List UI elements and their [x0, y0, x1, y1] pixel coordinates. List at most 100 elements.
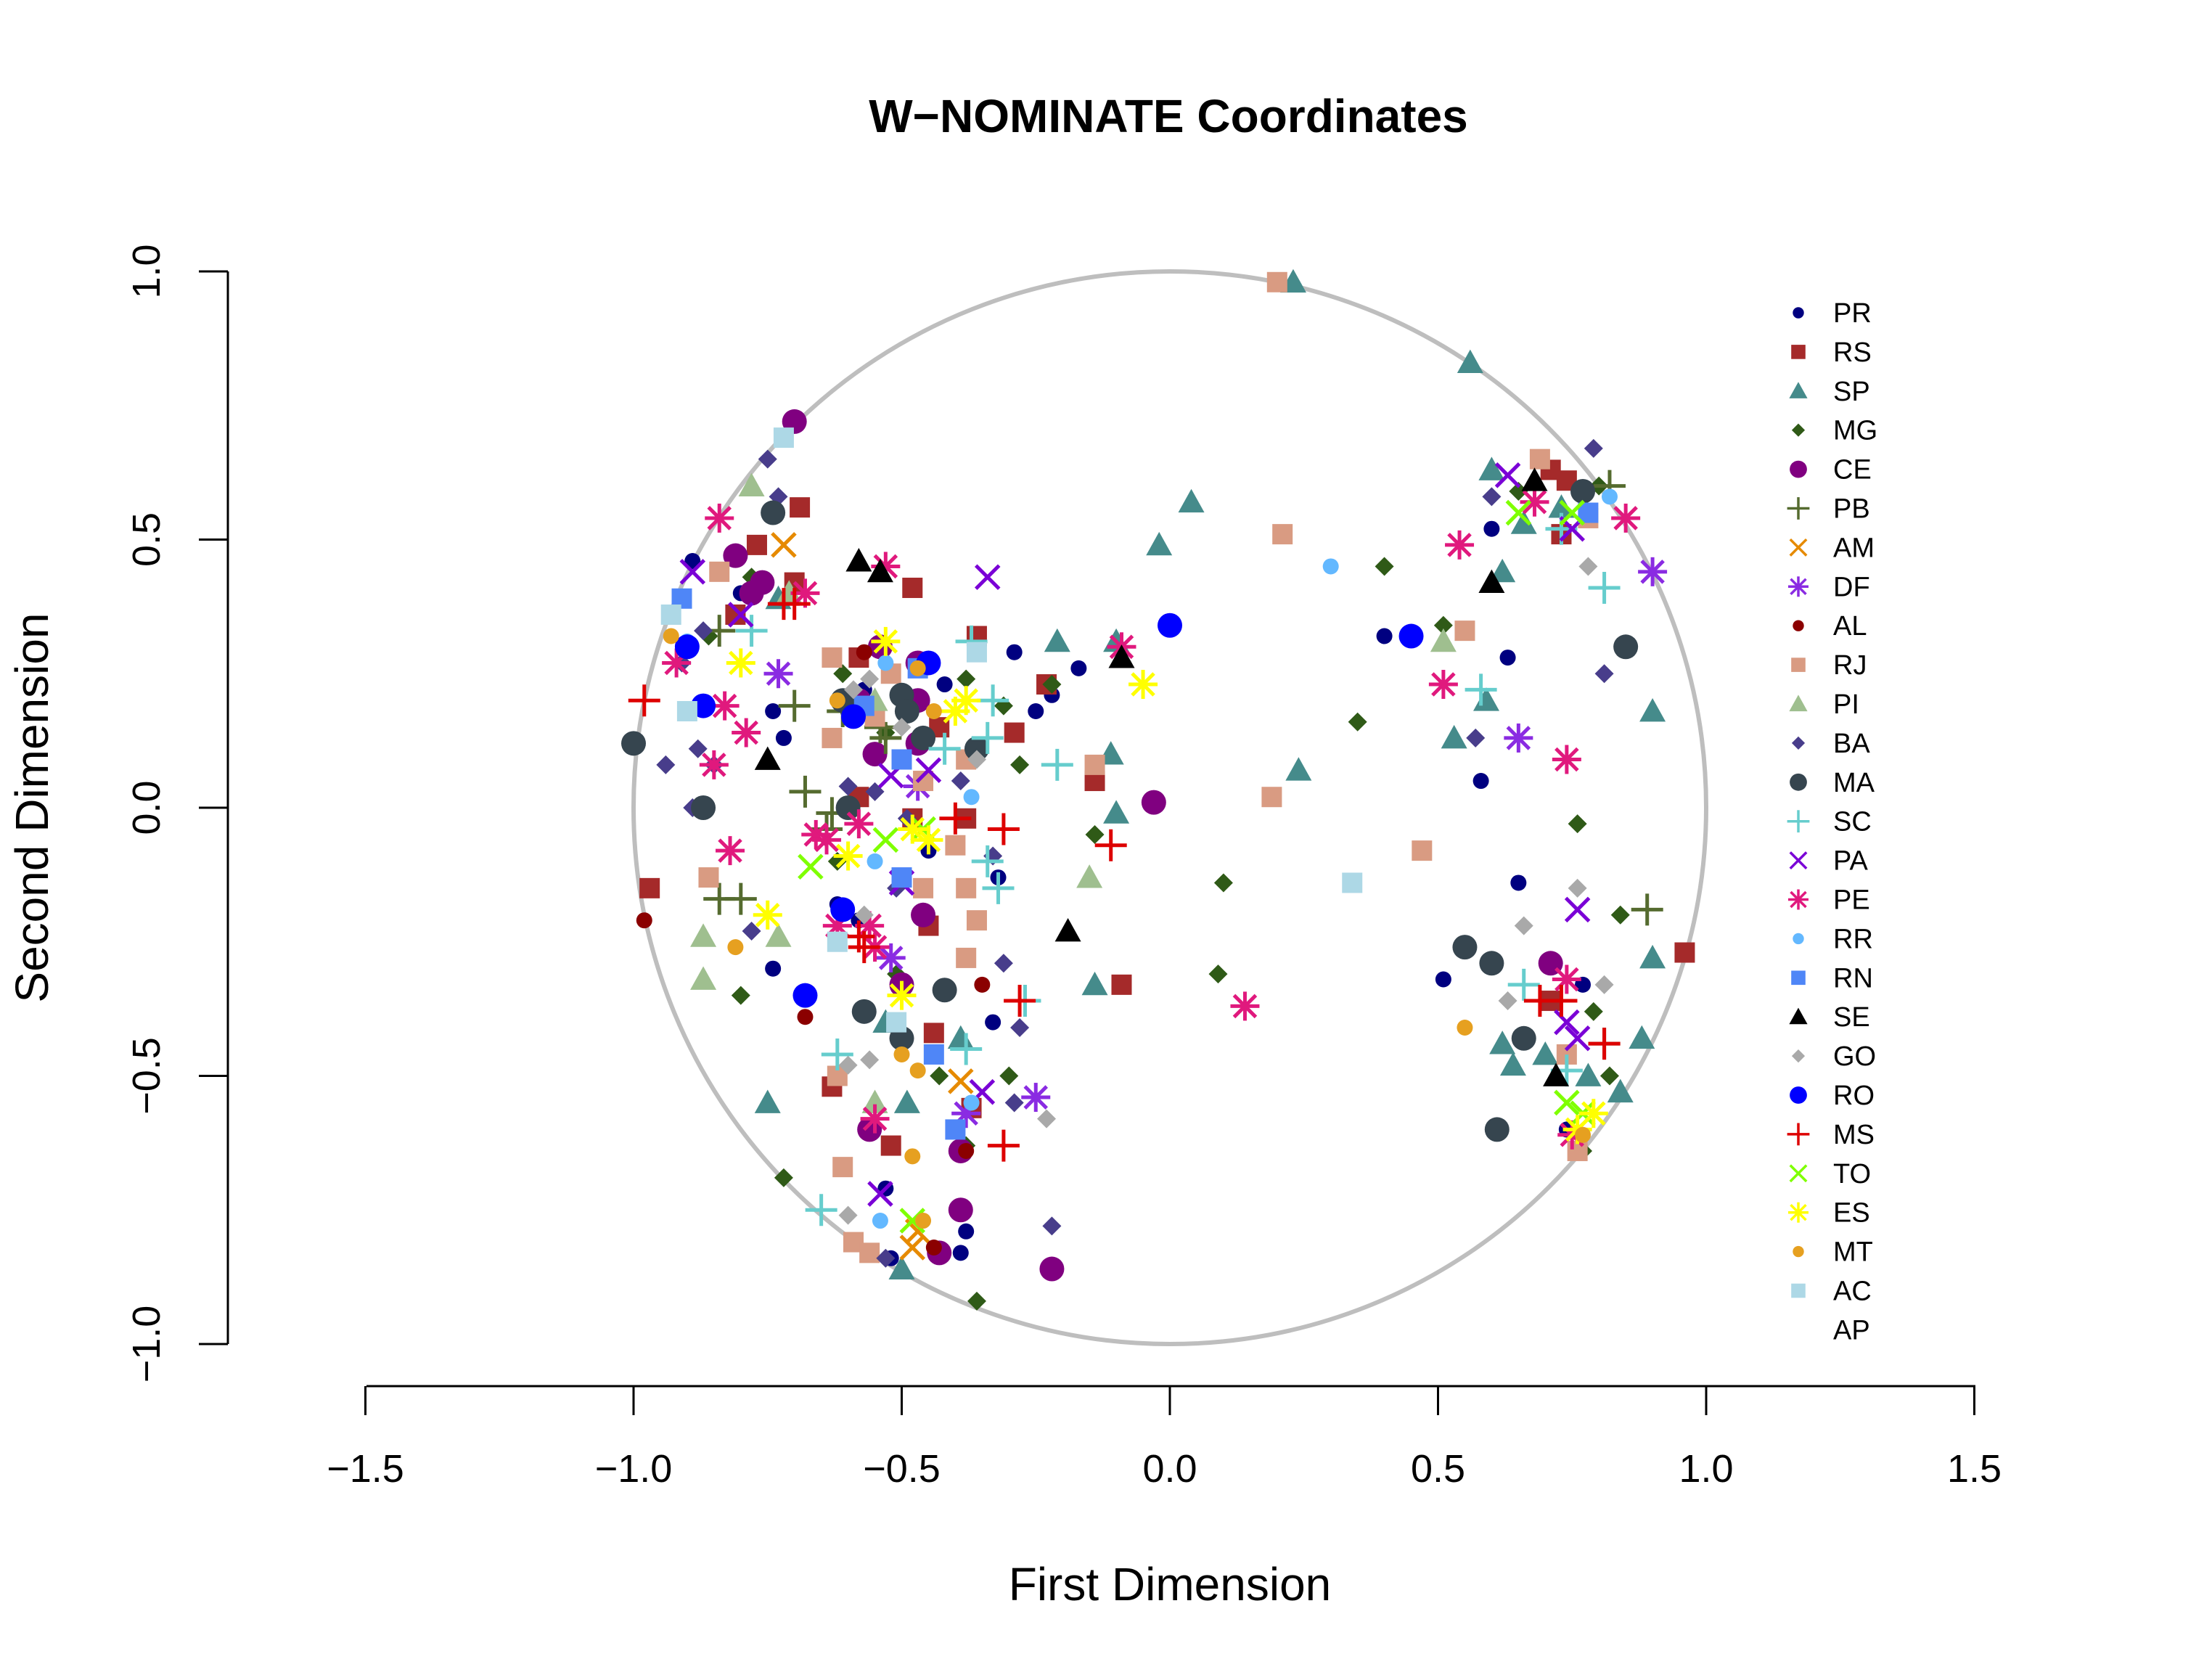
data-point: [1520, 487, 1549, 517]
legend-label: RS: [1833, 337, 1872, 368]
data-point: [1376, 628, 1393, 644]
data-point: [1004, 1093, 1024, 1113]
series-am: [771, 532, 974, 1261]
data-point: [1510, 874, 1527, 891]
data-point: [1081, 971, 1108, 996]
legend-label: MG: [1833, 416, 1877, 446]
data-point: [925, 1239, 942, 1255]
data-point: [977, 684, 1009, 717]
data-point: [856, 644, 872, 660]
legend-item-ms: MS: [1787, 1120, 1875, 1150]
data-point: [628, 684, 660, 717]
data-point: [936, 676, 953, 693]
data-point: [790, 497, 811, 518]
data-point: [945, 1119, 966, 1140]
y-tick-label: −1.0: [125, 1306, 168, 1383]
data-point: [735, 615, 768, 647]
data-point: [1564, 896, 1591, 923]
y-tick-label: 1.0: [125, 244, 168, 298]
x-tick-label: 0.0: [1142, 1447, 1197, 1491]
data-point: [958, 1142, 975, 1159]
data-point: [967, 750, 986, 769]
data-point: [867, 1181, 893, 1207]
data-point: [1510, 510, 1537, 534]
legend-item-al: AL: [1793, 611, 1867, 642]
legend-item-pb: PB: [1787, 494, 1870, 525]
data-point: [914, 825, 943, 855]
legend-marker: [1790, 1086, 1807, 1104]
series-mt: [663, 628, 1592, 1229]
data-point: [1004, 722, 1025, 743]
data-point: [688, 739, 708, 758]
data-point: [869, 721, 902, 754]
legend-marker: [1791, 658, 1806, 672]
data-point: [1568, 814, 1587, 834]
data-point: [958, 1223, 975, 1240]
data-point: [1484, 1117, 1510, 1142]
data-point: [1478, 456, 1505, 480]
data-point: [877, 655, 894, 671]
legend-marker: [1793, 933, 1804, 945]
data-point: [899, 1234, 926, 1261]
data-point: [830, 897, 856, 922]
data-point: [950, 1033, 983, 1065]
data-point: [1529, 448, 1550, 470]
legend-item-sc: SC: [1787, 807, 1872, 837]
series-mg: [699, 476, 1630, 1311]
data-point: [1006, 644, 1023, 660]
legend-item-pa: PA: [1789, 846, 1869, 877]
data-point: [843, 680, 863, 700]
data-point: [1499, 650, 1516, 666]
data-point: [1543, 1062, 1570, 1086]
legend-label: BA: [1833, 729, 1870, 759]
data-point: [1441, 724, 1467, 749]
data-point: [1552, 745, 1581, 774]
data-point: [891, 867, 912, 888]
legend-item-ro: RO: [1790, 1081, 1875, 1111]
legend-marker: [1788, 1202, 1808, 1223]
legend-item-sp: SP: [1789, 377, 1870, 407]
data-point: [930, 1066, 949, 1086]
data-point: [851, 999, 877, 1024]
data-point: [753, 900, 782, 930]
legend-item-rs: RS: [1791, 337, 1872, 368]
data-point: [1629, 1025, 1655, 1049]
data-point: [966, 910, 987, 931]
data-point: [763, 659, 793, 689]
legend-label: MT: [1833, 1237, 1873, 1268]
data-point: [1108, 644, 1135, 668]
legend-marker: [1790, 773, 1807, 791]
data-point: [1504, 723, 1533, 753]
data-point: [844, 809, 874, 839]
data-point: [1639, 697, 1666, 722]
data-point: [913, 877, 934, 898]
data-point: [915, 1213, 932, 1229]
data-point: [891, 749, 912, 770]
legend-label: CE: [1833, 455, 1872, 486]
legend-item-ba: BA: [1791, 729, 1870, 759]
data-point: [1084, 754, 1105, 775]
data-point: [971, 845, 1004, 877]
data-point: [899, 1208, 926, 1234]
data-point: [1588, 572, 1621, 605]
data-point: [1457, 349, 1483, 374]
data-point: [911, 902, 936, 927]
y-tick-label: 0.0: [125, 780, 168, 835]
data-point: [838, 777, 858, 796]
y-tick-label: 0.5: [125, 512, 168, 567]
data-point: [951, 771, 970, 791]
data-point: [1158, 613, 1182, 638]
data-point: [1613, 634, 1639, 660]
data-point: [1599, 1066, 1619, 1086]
data-point: [742, 921, 761, 941]
data-point: [1004, 985, 1036, 1017]
data-point: [789, 775, 822, 808]
data-point: [967, 1291, 986, 1311]
data-point: [1532, 1041, 1559, 1065]
data-point: [1499, 1052, 1526, 1076]
data-point: [821, 1038, 853, 1070]
data-point: [1479, 951, 1504, 976]
legend-label: AL: [1833, 611, 1867, 642]
data-point: [887, 980, 917, 1010]
series-es: [726, 626, 1608, 1144]
